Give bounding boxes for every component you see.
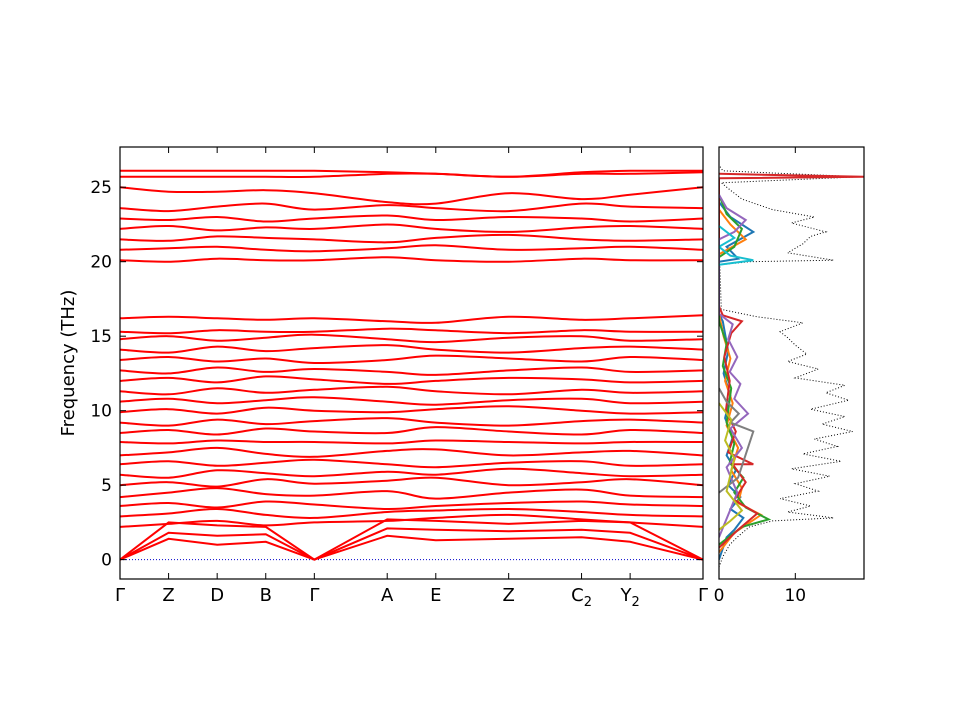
phonon-band-1	[120, 513, 703, 528]
kpoint-labels: Γ Z D B Γ A E Z C2 Y2 Γ	[115, 585, 708, 610]
band-lines	[120, 169, 703, 561]
phonon-band-24	[120, 233, 703, 244]
y-tick-label: 25	[90, 178, 112, 198]
band-plot-frame	[119, 146, 704, 580]
phonon-band-26	[120, 214, 703, 223]
kpoint-label: Γ	[698, 585, 708, 606]
dos-lines	[719, 164, 864, 568]
phonon-band-27	[120, 202, 703, 213]
phonon-band-10	[120, 426, 703, 436]
dos-x-tick-label: 0	[714, 586, 725, 606]
y-tick-label: 15	[90, 327, 112, 347]
phonon-band-8	[120, 446, 703, 458]
kpoint-label: D	[210, 585, 224, 606]
kpoint-label: Γ	[115, 585, 125, 606]
phonon-band-20	[120, 327, 703, 335]
phonon-band-19	[120, 333, 703, 344]
dos-panel: 0 10	[714, 146, 865, 606]
frequency-tick-labels: 0 5 10 15 20 25	[90, 178, 112, 570]
y-tick-label: 5	[101, 476, 112, 496]
kpoint-label: Z	[502, 585, 514, 606]
dos-plot-area	[719, 147, 864, 579]
kpoint-label: B	[260, 585, 272, 606]
phonon-band-6	[120, 467, 703, 479]
dos-tick-labels: 0 10	[714, 586, 807, 606]
phonon-band-25	[120, 223, 703, 233]
phonon-band-18	[120, 344, 703, 354]
kpoint-label: E	[430, 585, 441, 606]
kpoint-label: C2	[571, 585, 592, 610]
kpoint-label: Z	[162, 585, 174, 606]
kpoint-label: Γ	[309, 585, 319, 606]
dos-x-tick-label: 10	[784, 586, 806, 606]
phonon-band-7	[120, 458, 703, 469]
phonon-band-11	[120, 417, 703, 427]
phonon-band-17	[120, 354, 703, 365]
kpoint-label: Y2	[619, 585, 639, 610]
phonon-band-22	[120, 256, 703, 263]
phonon-band-29	[120, 171, 703, 179]
dos-plot-frame	[718, 146, 865, 580]
phonon-band-28	[120, 186, 703, 206]
phonon-band-4	[120, 487, 703, 500]
y-tick-label: 10	[90, 402, 112, 422]
band-acoustic-1	[120, 534, 703, 561]
band-acoustic-2	[120, 527, 703, 561]
phonon-band-13	[120, 396, 703, 406]
phonon-band-23	[120, 244, 703, 253]
phonon-band-9	[120, 439, 703, 445]
dos-series-0	[719, 164, 861, 568]
phonon-band-14	[120, 385, 703, 396]
y-tick-label: 0	[101, 551, 112, 571]
phonon-band-21	[120, 314, 703, 324]
y-tick-label: 20	[90, 253, 112, 273]
phonon-band-2	[120, 507, 703, 519]
phonon-band-16	[120, 366, 703, 376]
y-axis-label: Frequency (THz)	[58, 290, 79, 437]
kpoint-label: A	[381, 585, 394, 606]
phonon-band-5	[120, 476, 703, 488]
phonon-band-30	[120, 169, 703, 178]
dos-series-5	[719, 194, 750, 538]
band-structure-panel: Γ Z D B Γ A E Z C2 Y2 Γ 0 5 10 15 20 25 Frequency (THz)	[58, 146, 864, 610]
phonon-band-15	[120, 375, 703, 385]
dos-series-7	[719, 225, 754, 266]
phonon-band-3	[120, 500, 703, 511]
phonon-band-12	[120, 405, 703, 415]
dos-series-8	[719, 402, 744, 531]
